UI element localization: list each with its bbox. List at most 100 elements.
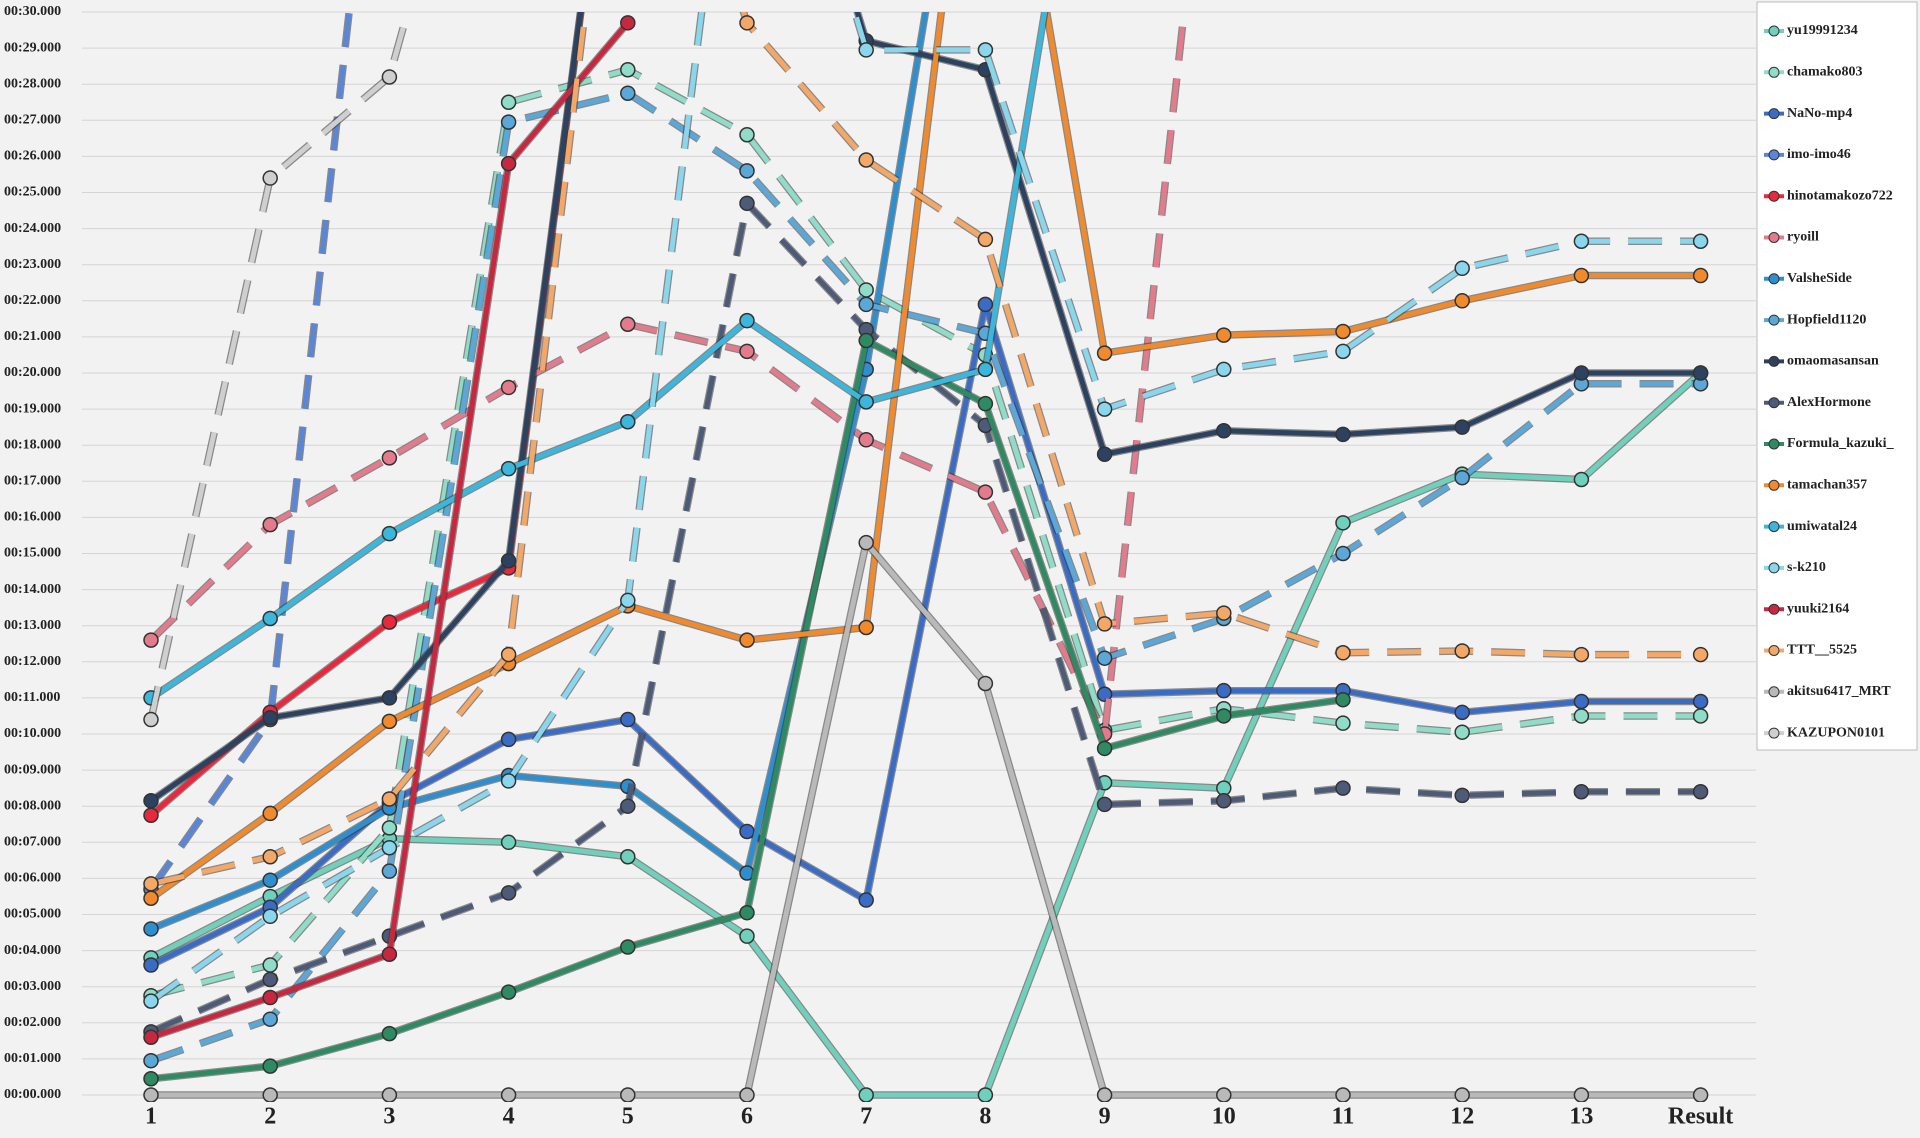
data-point: [1096, 401, 1113, 417]
data-point: [143, 1052, 159, 1069]
y-tick-label: 00:16.000: [4, 510, 61, 525]
data-point: [1692, 708, 1709, 724]
data-point: [143, 632, 159, 648]
data-point: [500, 731, 517, 748]
data-point: [500, 984, 517, 1000]
data-point: [1454, 1087, 1470, 1102]
data-point: [1096, 616, 1113, 632]
series-line: [151, 540, 1701, 1098]
data-point: [262, 516, 278, 533]
data-point: [1573, 1087, 1590, 1102]
y-tick-label: 00:29.000: [4, 40, 61, 55]
data-point: [262, 908, 278, 925]
y-tick-label: 00:21.000: [4, 329, 61, 344]
data-point: [381, 450, 398, 466]
data-point: [1573, 693, 1590, 710]
y-tick-label: 00:30.000: [4, 4, 61, 19]
data-point: [1096, 650, 1113, 666]
series-line: [149, 12, 1701, 1004]
data-point: [620, 1087, 636, 1102]
data-point: [739, 1087, 755, 1102]
data-point: [500, 773, 517, 789]
series-line: [150, 90, 1701, 1064]
data-point: [1454, 419, 1470, 435]
data-point: [143, 1071, 159, 1087]
data-point: [977, 395, 994, 412]
legend-label: tamachan357: [1787, 478, 1867, 493]
data-point: [1216, 605, 1232, 621]
data-point: [1096, 1087, 1113, 1102]
legend-swatch: [1768, 438, 1780, 450]
y-tick-label: 00:27.000: [4, 113, 61, 128]
data-point: [1454, 260, 1470, 277]
legend-swatch: [1768, 108, 1780, 120]
data-point: [1454, 469, 1470, 486]
legend-swatch: [1768, 521, 1780, 533]
data-point: [143, 1029, 159, 1045]
x-tick-label: 1: [145, 1104, 157, 1130]
x-tick-label: 2: [264, 1104, 276, 1130]
legend-label: Formula_kazuki_: [1787, 436, 1895, 451]
data-point: [620, 85, 636, 101]
legend-swatch: [1768, 314, 1780, 326]
data-point: [858, 332, 874, 349]
legend-swatch: [1768, 149, 1780, 161]
legend-swatch: [1768, 479, 1780, 491]
data-point: [1216, 327, 1232, 343]
data-point: [500, 379, 517, 396]
data-point: [262, 957, 278, 973]
data-point: [739, 343, 755, 360]
data-point: [143, 711, 159, 728]
legend-swatch: [1768, 190, 1780, 202]
data-point: [262, 610, 278, 627]
legend-box: [1756, 1, 1918, 751]
legend-swatch: [1768, 25, 1780, 37]
x-tick-label: 13: [1569, 1104, 1593, 1130]
legend-swatch: [1768, 232, 1780, 243]
x-tick-label: 3: [383, 1104, 395, 1130]
data-point: [500, 1087, 517, 1102]
data-point: [500, 94, 517, 110]
data-point: [1335, 780, 1351, 796]
x-tick-label: 12: [1450, 1104, 1474, 1130]
legend-label: TTT__5525: [1787, 643, 1857, 658]
legend-label: omaomasansan: [1787, 354, 1879, 369]
y-tick-label: 00:14.000: [4, 582, 61, 597]
x-tick-label: 4: [503, 1104, 515, 1130]
legend-label: AlexHormone: [1787, 395, 1871, 410]
data-point: [143, 1087, 159, 1102]
data-point: [1692, 693, 1709, 710]
y-tick-label: 00:09.000: [4, 762, 61, 777]
data-point: [739, 632, 755, 648]
data-point: [1692, 233, 1709, 249]
legend-swatch: [1768, 562, 1780, 574]
data-point: [143, 890, 159, 907]
legend-swatch: [1768, 645, 1780, 656]
y-tick-label: 00:20.000: [4, 365, 61, 380]
data-point: [1692, 646, 1709, 663]
data-point: [1335, 1087, 1351, 1102]
y-tick-label: 00:15.000: [4, 546, 61, 561]
x-tick-label: 9: [1099, 1104, 1111, 1130]
y-tick-label: 00:17.000: [4, 474, 61, 489]
x-tick-label: 11: [1332, 1104, 1355, 1130]
data-point: [858, 152, 874, 168]
legend-label: hinotamakozo722: [1787, 188, 1893, 203]
data-point: [1216, 423, 1232, 439]
data-point: [1096, 345, 1113, 361]
data-point: [381, 69, 398, 85]
data-point: [1692, 365, 1709, 381]
data-point: [1573, 267, 1590, 284]
data-point: [1335, 426, 1351, 443]
legend-label: imo-imo46: [1787, 147, 1851, 162]
legend-label: akitsu6417_MRT: [1787, 684, 1891, 699]
data-point: [977, 361, 994, 378]
legend-swatch: [1768, 355, 1780, 367]
x-tick-label: 6: [741, 1104, 753, 1130]
legend-label: yu19991234: [1787, 23, 1858, 38]
data-point: [1454, 724, 1470, 740]
data-point: [620, 939, 636, 955]
data-point: [1216, 1087, 1232, 1102]
y-tick-label: 00:13.000: [4, 618, 61, 633]
